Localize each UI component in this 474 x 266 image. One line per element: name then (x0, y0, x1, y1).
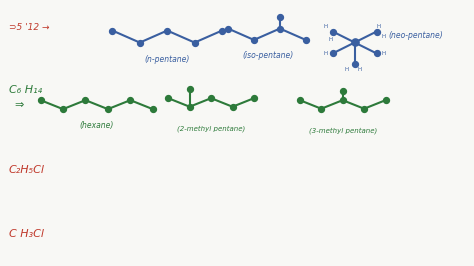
Text: C₂H₅Cl: C₂H₅Cl (9, 165, 45, 175)
Point (276, 26, 283, 31)
Text: H: H (357, 67, 362, 72)
Text: H: H (328, 37, 333, 42)
Text: (3-methyl pentane): (3-methyl pentane) (309, 127, 377, 134)
Point (59, 107, 67, 111)
Text: C H₃Cl: C H₃Cl (9, 230, 44, 239)
Point (218, 28, 226, 33)
Point (382, 98, 389, 102)
Text: (n-pentane): (n-pentane) (145, 55, 190, 64)
Point (318, 107, 325, 111)
Point (104, 107, 112, 111)
Point (164, 28, 171, 33)
Point (250, 96, 258, 100)
Text: C₆ H₁₄: C₆ H₁₄ (9, 85, 42, 95)
Text: H: H (382, 34, 386, 39)
Point (329, 51, 337, 56)
Point (276, 15, 283, 19)
Point (229, 105, 237, 109)
Point (373, 30, 380, 34)
Point (329, 30, 337, 34)
Text: H: H (345, 67, 349, 72)
Point (136, 40, 144, 45)
Text: (hexane): (hexane) (79, 121, 114, 130)
Point (82, 98, 89, 102)
Point (37, 98, 45, 102)
Text: (iso-pentane): (iso-pentane) (242, 51, 293, 60)
Text: H: H (376, 24, 381, 29)
Point (360, 107, 368, 111)
Point (296, 98, 304, 102)
Text: (neo-pentane): (neo-pentane) (389, 31, 443, 40)
Point (250, 38, 258, 42)
Point (149, 107, 156, 111)
Point (186, 105, 193, 109)
Point (191, 40, 199, 45)
Point (164, 96, 172, 100)
Point (339, 98, 346, 102)
Point (373, 51, 380, 56)
Point (339, 89, 346, 93)
Text: H: H (324, 51, 328, 56)
Point (351, 62, 358, 66)
Text: H: H (382, 51, 386, 56)
Point (127, 98, 134, 102)
Point (224, 26, 232, 31)
Text: ⇒: ⇒ (15, 100, 24, 110)
Point (351, 40, 358, 45)
Point (109, 28, 116, 33)
Text: H: H (324, 24, 328, 29)
Point (207, 96, 215, 100)
Point (302, 38, 310, 42)
Text: (2-methyl pentane): (2-methyl pentane) (177, 125, 245, 131)
Text: ⊃5 '12 →: ⊃5 '12 → (9, 23, 49, 32)
Point (186, 87, 193, 91)
